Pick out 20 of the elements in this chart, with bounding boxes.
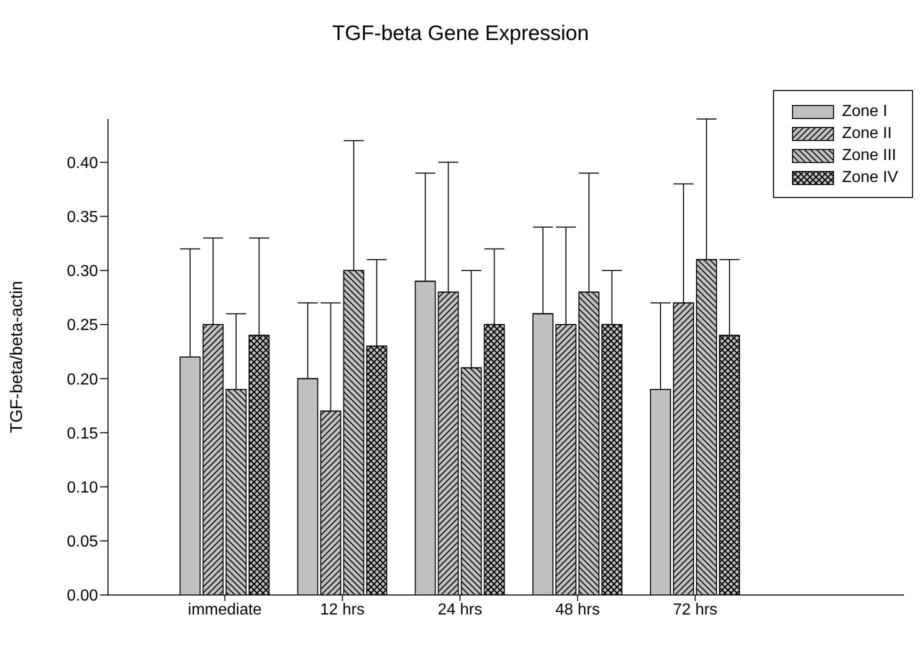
y-tick-label: 0.15 [66,425,98,442]
legend-label: Zone IV [842,169,898,187]
x-tick-label: 48 hrs [555,601,600,618]
x-tick-label: immediate [188,601,262,618]
x-tick-label: 72 hrs [672,601,718,618]
chart-title: TGF-beta Gene Expression [331,22,590,46]
y-tick-label: 0.00 [66,588,98,605]
y-tick-label: 0.30 [66,263,98,280]
y-tick-label: 0.35 [66,209,98,226]
y-axis-title: TGF-beta/beta-actin [7,280,26,434]
y-tick-label: 0.10 [66,480,98,496]
y-tick-label: 0.05 [66,534,98,551]
legend-label: Zone III [842,147,896,165]
y-tick-label: 0.40 [66,154,98,172]
y-tick-label: 0.25 [66,317,98,334]
x-tick-label: 24 hrs [438,601,482,618]
y-tick-label: 0.20 [66,371,98,388]
legend-label: Zone II [842,125,892,143]
legend-label: Zone I [842,103,888,121]
x-tick-label: 12 hrs [320,601,365,618]
